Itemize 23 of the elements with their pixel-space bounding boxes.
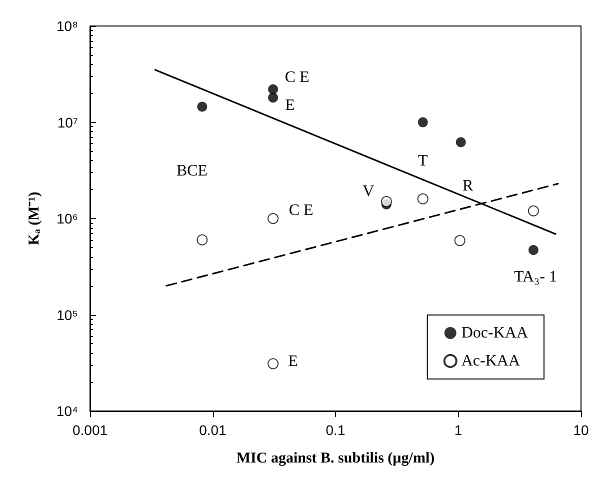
legend-label: Ac-KAA: [461, 352, 520, 370]
y-tick-label: 10⁴: [56, 403, 78, 419]
annotation: R: [462, 178, 474, 195]
annotation: BCE: [176, 162, 208, 180]
x-tick-label: 1: [454, 422, 462, 438]
x-tick-label: 10: [573, 422, 589, 438]
annotation: E: [288, 353, 298, 370]
y-axis-title: Kₐ (M⁻¹): [26, 192, 42, 246]
y-tick-label: 10⁵: [56, 306, 78, 323]
x-tick-label: 0.1: [326, 422, 346, 438]
annotation: V: [362, 182, 375, 200]
y-tick-label: 10⁷: [57, 114, 78, 130]
annotation: TA₃- 1: [514, 268, 557, 286]
x-tick-label: 0.001: [72, 422, 108, 438]
annotation: T: [418, 152, 428, 170]
y-tick-label: 10⁶: [56, 210, 78, 226]
x-axis-title: MIC against B. subtilis (µg/ml): [236, 450, 435, 466]
x-tick-label: 0.01: [199, 422, 227, 438]
annotation: E: [285, 97, 295, 114]
annotation: C E: [288, 202, 314, 219]
y-tick-label: 10⁸: [56, 18, 78, 34]
annotation: C E: [284, 68, 310, 86]
legend-label: Doc-KAA: [461, 324, 528, 342]
